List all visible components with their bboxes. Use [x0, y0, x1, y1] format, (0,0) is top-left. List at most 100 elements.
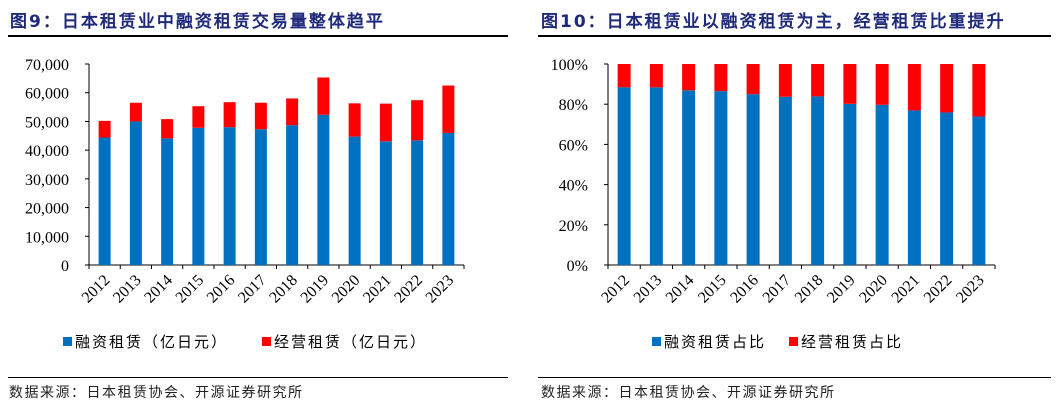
- legend-swatch: [789, 337, 798, 346]
- legend-label: 经营租赁占比: [801, 334, 903, 351]
- bar-financing: [192, 127, 205, 265]
- legend-label: 融资租赁（亿日元）: [75, 334, 228, 351]
- x-tick-label: 2016: [204, 272, 239, 307]
- bar-financing: [714, 91, 728, 265]
- bar-financing: [223, 127, 236, 266]
- y-tick-label: 80%: [559, 97, 588, 114]
- bar-operating: [442, 85, 455, 133]
- bar-operating: [649, 64, 663, 88]
- y-tick-label: 40,000: [25, 143, 69, 160]
- x-tick-label: 2023: [953, 272, 988, 307]
- bar-operating: [746, 64, 760, 95]
- y-tick-label: 0: [61, 258, 69, 275]
- bar-operating: [286, 98, 299, 126]
- bar-financing: [649, 87, 663, 265]
- x-tick-label: 2019: [298, 272, 333, 307]
- x-tick-label: 2012: [598, 272, 633, 307]
- x-tick-label: 2022: [391, 272, 426, 307]
- x-tick-label: 2014: [141, 272, 176, 307]
- bar-operating: [617, 64, 631, 88]
- bar-financing: [843, 103, 857, 265]
- title-divider-right: [538, 35, 1051, 37]
- y-tick-label: 60%: [559, 137, 588, 154]
- chart-financing-share: 0%20%40%60%80%100%2012201320142015201620…: [551, 57, 996, 351]
- y-tick-label: 10,000: [25, 229, 69, 246]
- x-tick-label: 2014: [663, 272, 698, 307]
- y-tick-label: 70,000: [25, 57, 69, 74]
- bar-operating: [411, 100, 424, 141]
- x-tick-label: 2016: [727, 272, 762, 307]
- y-tick-label: 20%: [559, 218, 588, 235]
- x-tick-label: 2015: [695, 272, 730, 307]
- bar-financing: [98, 137, 111, 265]
- x-tick-label: 2022: [921, 272, 956, 307]
- bar-operating: [223, 102, 236, 128]
- chart-title-left: 图9：日本租赁业中融资租赁交易量整体趋平: [10, 12, 385, 32]
- bar-financing: [746, 94, 760, 266]
- bar-operating: [875, 64, 889, 105]
- x-tick-label: 2021: [360, 272, 395, 307]
- legend-label: 经营租赁（亿日元）: [274, 334, 427, 351]
- chart-financing-volume: 0 10,000 20,000 30,000 40,000 50,000 60,000 70,…: [25, 57, 465, 351]
- y-tick-label: 60,000: [25, 86, 69, 103]
- bar-operating: [907, 64, 921, 111]
- chart-title-right: 图10：日本租赁业以融资租赁为主，经营租赁比重提升: [541, 12, 1006, 32]
- y-tick-label: 0%: [567, 258, 588, 275]
- source-divider-left: [8, 377, 508, 378]
- bar-financing: [972, 116, 986, 265]
- bar-operating: [843, 64, 857, 104]
- bar-financing: [379, 141, 392, 265]
- x-tick-label: 2021: [889, 272, 924, 307]
- source-divider-right: [538, 377, 1051, 378]
- bar-financing: [617, 87, 631, 265]
- x-tick-label: 2020: [856, 272, 891, 307]
- x-tick-label: 2020: [329, 272, 364, 307]
- bar-financing: [411, 140, 424, 265]
- bar-operating: [714, 64, 728, 92]
- legend-swatch: [262, 337, 271, 346]
- legend-swatch: [63, 337, 72, 346]
- bar-financing: [161, 138, 174, 265]
- source-note-left: 数据来源：日本租赁协会、开源证券研究所: [9, 385, 304, 401]
- bar-financing: [811, 96, 825, 266]
- bar-financing: [940, 112, 954, 265]
- x-tick-label: 2018: [266, 272, 301, 307]
- x-tick-label: 2013: [631, 272, 666, 307]
- bar-financing: [348, 136, 361, 265]
- bar-operating: [811, 64, 825, 97]
- legend-label: 融资租赁占比: [664, 334, 766, 351]
- bar-operating: [192, 106, 205, 128]
- title-divider-left: [8, 35, 508, 37]
- y-tick-label: 40%: [559, 178, 588, 195]
- x-tick-label: 2012: [79, 272, 114, 307]
- bar-financing: [129, 121, 142, 265]
- y-tick-label: 30,000: [25, 172, 69, 189]
- x-tick-label: 2023: [423, 272, 458, 307]
- y-tick-label: 20,000: [25, 201, 69, 218]
- y-tick-label: 50,000: [25, 114, 69, 131]
- x-tick-label: 2018: [792, 272, 827, 307]
- bar-operating: [129, 102, 142, 122]
- bar-operating: [98, 120, 111, 138]
- x-tick-label: 2013: [110, 272, 145, 307]
- bar-financing: [778, 96, 792, 265]
- bar-financing: [442, 132, 455, 265]
- y-tick-label: 100%: [551, 57, 588, 74]
- bar-operating: [379, 103, 392, 142]
- legend-swatch: [652, 337, 661, 346]
- bar-operating: [317, 77, 330, 115]
- bar-operating: [161, 119, 174, 139]
- source-note-right: 数据来源：日本租赁协会、开源证券研究所: [541, 385, 836, 401]
- bar-financing: [254, 129, 267, 265]
- bar-financing: [682, 90, 696, 266]
- bar-financing: [317, 114, 330, 266]
- bar-operating: [348, 103, 361, 137]
- bar-financing: [875, 104, 889, 265]
- x-tick-label: 2019: [824, 272, 859, 307]
- bar-operating: [778, 64, 792, 97]
- x-tick-label: 2015: [173, 272, 208, 307]
- x-tick-label: 2017: [760, 272, 795, 307]
- bar-financing: [907, 110, 921, 265]
- bar-operating: [254, 102, 267, 130]
- bar-operating: [972, 64, 986, 117]
